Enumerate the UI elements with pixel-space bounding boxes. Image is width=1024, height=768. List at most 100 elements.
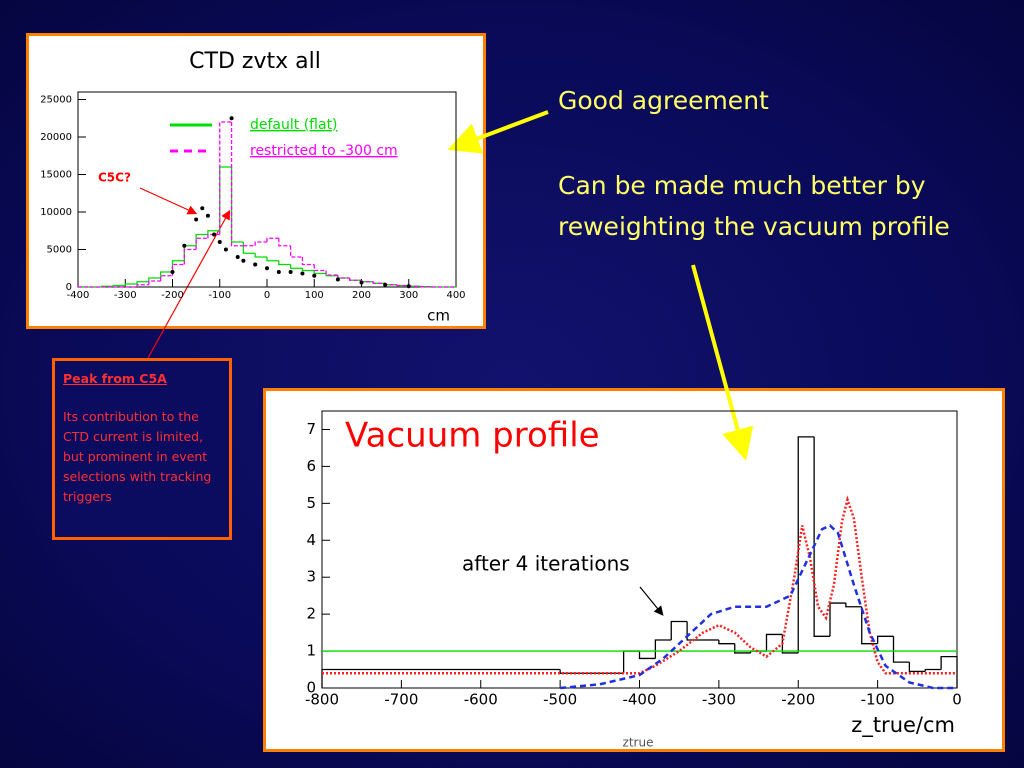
histogram-bin	[622, 650, 640, 674]
data-point	[217, 240, 222, 244]
histogram-bin	[266, 237, 279, 242]
data-point	[359, 280, 364, 285]
x-tick-label: -400	[67, 290, 90, 301]
annotation-box: Peak from C5A Its contribution to the CT…	[52, 358, 232, 540]
data-point	[229, 116, 234, 121]
arrow	[691, 264, 754, 461]
y-tick-label: 5000	[47, 245, 72, 256]
x-tick-label: 0	[264, 290, 270, 301]
histogram-bin	[171, 260, 185, 272]
histogram-bin	[349, 278, 362, 281]
histogram-bin	[278, 238, 291, 247]
data-point	[205, 213, 210, 218]
x-tick-label: -400	[622, 691, 656, 709]
x-tick-label: -300	[702, 691, 736, 709]
histogram-bin	[278, 260, 291, 266]
histogram-bin	[207, 233, 220, 239]
histogram-bin	[372, 281, 386, 284]
data-point	[200, 206, 205, 211]
histogram-bin	[219, 166, 232, 231]
data-point	[335, 277, 340, 282]
x-tick-label: -100	[861, 691, 895, 709]
arrow	[639, 586, 664, 616]
histogram-bin	[781, 634, 799, 654]
x-tick-label: 400	[446, 290, 465, 301]
histogram-bin	[686, 621, 703, 641]
x-tick-label: 300	[399, 290, 418, 301]
histogram-bin	[195, 233, 208, 246]
y-tick-label: 6	[306, 457, 316, 475]
histogram-bin	[183, 248, 197, 265]
x-tick-label: -300	[114, 290, 137, 301]
x-tick-label: -200	[781, 691, 815, 709]
data-point	[253, 262, 258, 267]
x-tick-label: -500	[543, 691, 577, 709]
histogram-bin	[207, 230, 220, 235]
annotation-title: Peak from C5A	[63, 371, 167, 386]
y-tick-label: 0	[66, 282, 72, 293]
y-tick-label: 10000	[40, 207, 72, 218]
histogram-bin	[266, 257, 279, 262]
annotation: C5C?	[98, 171, 131, 185]
data-point	[182, 243, 187, 248]
histogram-bin	[654, 639, 672, 659]
histogram-bin	[718, 639, 735, 645]
histogram-bin	[254, 253, 267, 258]
y-tick-label: 2	[306, 605, 316, 623]
x-tick-label: -800	[305, 691, 339, 709]
data-point	[235, 255, 240, 259]
histogram-bin	[136, 284, 149, 287]
x-axis-label: cm	[427, 307, 450, 325]
histogram-bin	[112, 284, 126, 287]
histogram-bin	[301, 268, 315, 272]
histogram-bin	[136, 281, 149, 284]
data-point	[406, 284, 411, 289]
arrow	[147, 209, 231, 359]
histogram-bin	[908, 662, 926, 673]
histogram-bin	[638, 651, 656, 660]
x-tick-label: -200	[161, 290, 184, 301]
histogram-bin	[219, 121, 232, 235]
histogram-bin	[254, 241, 267, 246]
comment: Good agreement	[558, 86, 769, 115]
histogram-bin	[160, 271, 173, 278]
histogram-bin	[183, 245, 197, 261]
x-tick-label: 200	[352, 290, 371, 301]
histogram-bin	[313, 270, 327, 275]
histogram-bin	[195, 237, 208, 250]
data-point	[265, 266, 269, 271]
y-tick-label: 7	[306, 420, 316, 438]
y-tick-label: 1	[306, 642, 316, 660]
data-point	[288, 270, 293, 274]
x-axis-label: z_true/cm	[851, 713, 955, 738]
annotation: after 4 iterations	[462, 552, 630, 576]
histogram-bin	[242, 242, 256, 254]
x-axis-name: ztrue	[623, 736, 654, 750]
y-tick-label: 5	[306, 494, 316, 512]
x-tick-label: -100	[208, 290, 231, 301]
histogram-bin	[734, 643, 751, 654]
histogram-bin	[813, 436, 830, 637]
chart-title: Vacuum profile	[345, 416, 600, 456]
y-tick-label: 20000	[40, 132, 72, 143]
histogram-bin	[845, 603, 862, 608]
x-tick-label: 100	[305, 290, 324, 301]
data-point	[170, 270, 175, 274]
histogram-bin	[160, 275, 173, 281]
chart-panel	[26, 33, 486, 329]
annotation-text: Its contribution to the CTD current is l…	[63, 409, 212, 504]
histogram-bin	[321, 668, 561, 688]
y-tick-label: 0	[306, 679, 316, 697]
histogram-bin	[876, 635, 894, 644]
arrow	[447, 110, 549, 154]
data-point	[212, 232, 217, 237]
data-point	[383, 282, 388, 287]
comment: Can be made much better by reweighting t…	[558, 171, 950, 241]
histogram-bin	[829, 602, 846, 637]
data-point	[300, 271, 305, 276]
data-point	[223, 247, 228, 252]
histogram-bin	[670, 620, 688, 640]
histogram-bin	[924, 668, 942, 672]
histogram-bin	[301, 257, 315, 266]
